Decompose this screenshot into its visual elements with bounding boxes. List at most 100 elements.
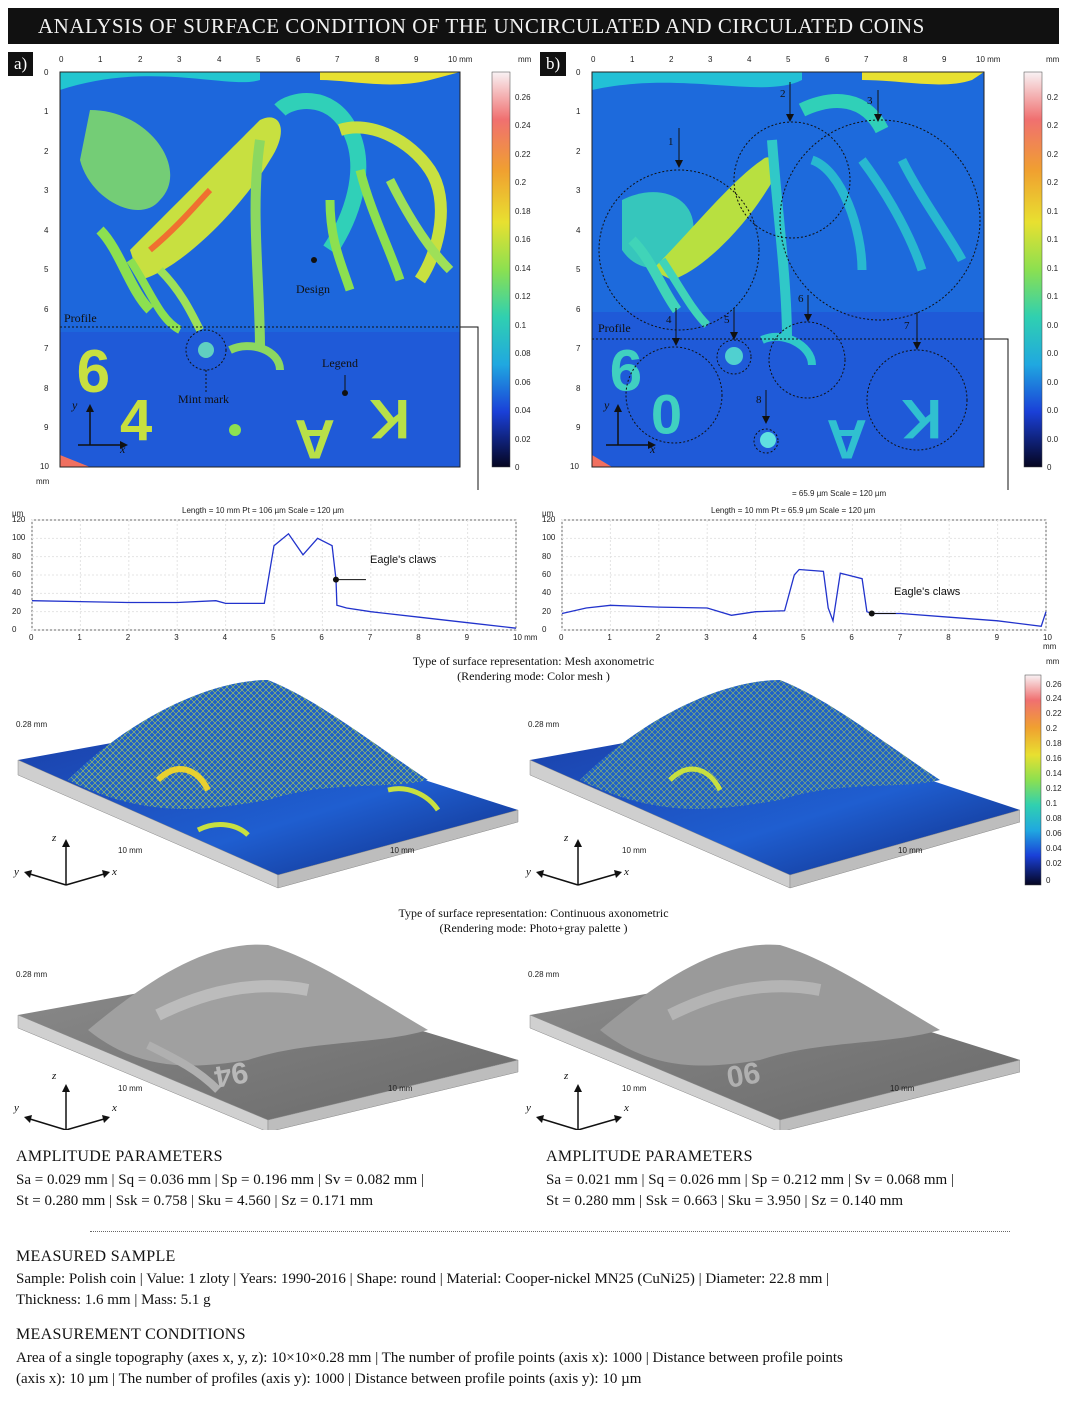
mesh-a-axis-z: z: [52, 832, 57, 844]
profile-a-ytick: 40: [12, 588, 21, 598]
cb-b-4: 0.1: [1047, 207, 1059, 216]
cb-m-10: 0.06: [1046, 829, 1062, 838]
profile-a-xtick: 5: [271, 633, 276, 642]
panel-b-xtick-6: 6: [825, 55, 830, 64]
amplitude-a-heading: AMPLITUDE PARAMETERS: [16, 1148, 223, 1165]
marker-2: 2: [780, 88, 786, 100]
profile-a-xtick: 0: [29, 633, 34, 642]
panel-b-xtick-5: 5: [786, 55, 791, 64]
panel-a-ytick-3: 3: [44, 186, 49, 195]
amplitude-a-line2: St = 0.280 mm | Ssk = 0.758 | Sku = 4.56…: [16, 1193, 374, 1209]
cb-a-7: 0.12: [515, 292, 531, 301]
mesh-a-axis-y: y: [14, 866, 19, 878]
cb-m-8: 0.1: [1046, 799, 1058, 808]
gray-a-z-label: 0.28 mm: [16, 970, 48, 979]
cb-m-7: 0.12: [1046, 784, 1062, 793]
panel-a-ytick-5: 5: [44, 265, 49, 274]
svg-text:9: 9: [77, 337, 110, 404]
mesh-b-dim-right: 10 mm: [898, 846, 923, 855]
panel-b-xtick-10: 10 mm: [976, 55, 1001, 64]
profile-a-ytick: 0: [12, 625, 17, 634]
cb-b-2: 0.2: [1047, 150, 1059, 159]
mesh-b-axis-z: z: [564, 832, 569, 844]
panel-a-unit: mm: [36, 477, 50, 486]
conditions-heading: MEASUREMENT CONDITIONS: [16, 1326, 246, 1343]
cb-a-2: 0.22: [515, 150, 531, 159]
panel-a-xtick-5: 5: [256, 55, 261, 64]
cb-a-0: 0.26: [515, 93, 531, 102]
panel-b-ytick-6: 6: [576, 305, 581, 314]
profile-b-xtick: 1: [607, 633, 612, 642]
svg-text:A: A: [295, 408, 335, 471]
profile-b-ytick: 0: [542, 625, 547, 634]
panel-b-ytick-5: 5: [576, 265, 581, 274]
profile-b-xtick: 6: [849, 633, 854, 642]
panel-b-profile-label: Profile: [598, 321, 631, 335]
panel-a-ytick-2: 2: [44, 147, 49, 156]
cb-b-10: 0.0: [1047, 378, 1059, 387]
panel-a-scale-unit: mm: [518, 55, 532, 64]
conditions-line1: Area of a single topography (axes x, y, …: [16, 1350, 843, 1366]
panel-a-profile-label: Profile: [64, 311, 97, 325]
panel-a-axis-x: x: [120, 442, 126, 456]
profile-b-xtick: 2: [655, 633, 661, 642]
profile-b-ytick: 120: [542, 515, 556, 524]
panel-a-ytick-7: 7: [44, 344, 49, 353]
panel-a-ytick-0: 0: [44, 68, 49, 77]
mesh-a-z-label: 0.28 mm: [16, 720, 48, 729]
cb-b-9: 0.0: [1047, 349, 1059, 358]
panel-a-ytick-4: 4: [44, 226, 49, 235]
gray-a-axis-z: z: [52, 1070, 57, 1082]
panel-b-scale-unit: mm: [1046, 55, 1060, 64]
panel-a-mintmark-label: Mint mark: [178, 392, 229, 406]
profile-a-xtick: 4: [222, 633, 228, 642]
amplitude-a-line1: Sa = 0.029 mm | Sq = 0.036 mm | Sp = 0.1…: [16, 1172, 424, 1188]
cb-a-9: 0.08: [515, 349, 531, 358]
svg-text:4: 4: [120, 388, 152, 453]
panel-b-ytick-9: 9: [576, 423, 581, 432]
cb-b-12: 0.0: [1047, 435, 1059, 444]
marker-5: 5: [724, 314, 730, 326]
mesh-caption-2: (Rendering mode: Color mesh ): [457, 669, 610, 683]
cb-b-5: 0.1: [1047, 235, 1059, 244]
gray-b-dim-left: 10 mm: [622, 1084, 647, 1093]
profile-b-header2: Length = 10 mm Pt = 65.9 µm Scale = 120 …: [711, 506, 876, 515]
mesh-b-z-label: 0.28 mm: [528, 720, 560, 729]
panel-a-xtick-0: 0: [59, 55, 64, 64]
page-title: ANALYSIS OF SURFACE CONDITION OF THE UNC…: [8, 8, 1059, 44]
profile-a-xtick: 3: [174, 633, 179, 642]
panel-b-xtick-3: 3: [708, 55, 713, 64]
gray-a-dim-right: 10 mm: [388, 1084, 413, 1093]
panel-a-xtick-7: 7: [335, 55, 340, 64]
cb-a-8: 0.1: [515, 321, 527, 330]
sample-line1: Sample: Polish coin | Value: 1 zloty | Y…: [16, 1271, 830, 1287]
panel-a-ytick-9: 9: [44, 423, 49, 432]
svg-text:90: 90: [724, 1055, 763, 1093]
panel-a-map: 9 4 A K: [59, 71, 511, 490]
profile-a-ytick: 60: [12, 570, 21, 579]
mesh-a-dim-right: 10 mm: [390, 846, 415, 855]
gray-b-z-label: 0.28 mm: [528, 970, 560, 979]
cb-a-4: 0.18: [515, 207, 531, 216]
profile-b-header1: = 65.9 µm Scale = 120 µm: [792, 489, 887, 498]
gray-a-dim-left: 10 mm: [118, 1084, 143, 1093]
cb-b-1: 0.2: [1047, 121, 1059, 130]
panel-a-xtick-3: 3: [177, 55, 182, 64]
svg-text:A: A: [827, 408, 867, 471]
panel-b-xtick-1: 1: [630, 55, 635, 64]
profile-a-xtick: 1: [77, 633, 82, 642]
panel-a-xtick-2: 2: [138, 55, 143, 64]
cb-m-2: 0.22: [1046, 709, 1062, 718]
panel-b-axis-y: y: [604, 398, 610, 412]
profile-a-ytick: 100: [12, 533, 26, 543]
panel-a-xtick-4: 4: [217, 55, 222, 64]
profile-b-ytick: 60: [542, 570, 551, 579]
marker-6: 6: [798, 293, 804, 305]
gray-b-axis-y: y: [526, 1102, 531, 1114]
cb-b-11: 0.0: [1047, 406, 1059, 415]
panel-b-xtick-2: 2: [669, 55, 674, 64]
profile-a-xtick: 10 mm: [513, 633, 538, 642]
mesh-colorbar: [1024, 674, 1042, 886]
profile-b-ytick: 100: [542, 533, 556, 543]
cb-b-0: 0.2: [1047, 93, 1059, 102]
